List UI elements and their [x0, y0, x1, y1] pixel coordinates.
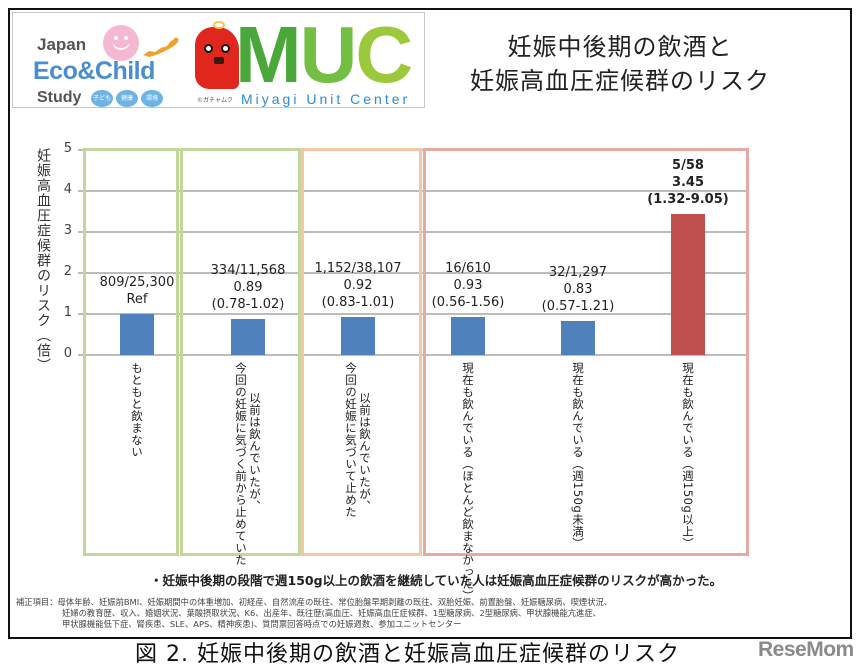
pill-environment: 環境 — [141, 90, 163, 107]
jecs-japan-text: Japan — [37, 35, 87, 54]
muc-logo: MUC ©ガチャムク Miyagi Unit Center — [195, 12, 423, 107]
category-label: 現在も飲んでいる（週150g以上） — [681, 362, 695, 550]
category-group-box — [423, 148, 749, 556]
gridline — [78, 354, 746, 356]
gachamuku-mascot-icon — [195, 21, 239, 89]
pill-children: 子ども — [91, 90, 113, 107]
jecs-logo: Japan Eco&Child Study 子ども 健康 環境 — [25, 23, 185, 107]
bar — [341, 317, 375, 355]
logo-banner: Japan Eco&Child Study 子ども 健康 環境 MUC ©ガチャ… — [12, 12, 425, 108]
gridline — [78, 231, 746, 233]
bar — [671, 213, 705, 355]
pill-health: 健康 — [116, 90, 138, 107]
bar-data-label: 16/610 0.93 (0.56-1.56) — [431, 260, 505, 310]
bar-data-label: 334/11,568 0.89 (0.78-1.02) — [210, 262, 286, 312]
bar — [451, 316, 485, 355]
key-finding: ・妊娠中後期の段階で週150g以上の飲酒を継続していた人は妊娠高血圧症候群のリス… — [150, 573, 723, 588]
figure-caption: 図 2. 妊娠中後期の飲酒と妊娠高血圧症候群のリスク — [135, 642, 680, 667]
adjustment-note: 補正項目：母体年齢、妊娠前BMI、妊娠期間中の体重増加、初経産、自然流産の既往、… — [16, 597, 613, 630]
resemom-watermark: ReseMom — [758, 638, 854, 661]
muc-letters: MUC — [235, 12, 413, 99]
category-group-box — [83, 148, 179, 556]
y-tick-label: 0 — [63, 346, 72, 361]
bar-data-label: 32/1,297 0.83 (0.57-1.21) — [541, 264, 615, 314]
jecs-eco-child-text: Eco&Child — [33, 57, 155, 85]
category-label: 現在も飲んでいる（週150g未満） — [571, 362, 585, 550]
bar-data-label: 809/25,300 Ref — [99, 275, 175, 307]
category-label: 現在も飲んでいる（ほとんど飲まなかった） — [461, 362, 475, 602]
y-tick-label: 3 — [63, 223, 72, 238]
category-label: 以前は飲んでいたが、 今回の妊娠に気づく前から止めていた — [234, 362, 262, 566]
smiley-icon — [103, 25, 139, 61]
chart-title: 妊娠中後期の飲酒と 妊娠高血圧症候群のリスク — [470, 33, 770, 95]
bar — [561, 320, 595, 355]
y-tick-label: 4 — [63, 182, 72, 197]
mascot-copyright: ©ガチャムク — [197, 97, 233, 104]
y-tick-label: 5 — [63, 141, 72, 156]
bar-data-label: 1,152/38,107 0.92 (0.83-1.01) — [314, 261, 402, 311]
gridline — [78, 313, 746, 315]
bar — [120, 314, 154, 355]
gridline — [78, 190, 746, 192]
y-tick-label: 1 — [63, 305, 72, 320]
y-axis-label: 妊娠高血圧症候群のリスク（倍） — [35, 148, 51, 373]
muc-subtitle: Miyagi Unit Center — [241, 91, 411, 107]
bar-data-label: 5/58 3.45 (1.32-9.05) — [647, 157, 729, 207]
gridline — [78, 272, 746, 274]
bar — [231, 318, 265, 355]
category-label: 以前は飲んでいたが、 今回の妊娠に気づいて止めた — [344, 362, 372, 518]
jecs-study-text: Study — [37, 89, 82, 106]
category-group-box — [180, 148, 301, 556]
category-label: もともと飲まない — [130, 362, 144, 458]
japan-map-icon — [143, 37, 179, 57]
category-group-box — [301, 148, 422, 556]
y-tick-label: 2 — [63, 264, 72, 279]
